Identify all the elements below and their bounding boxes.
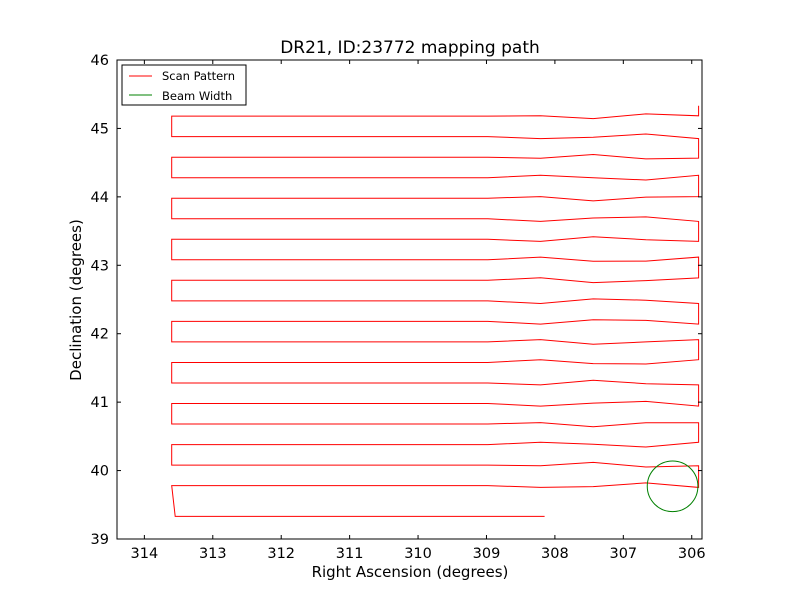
legend-beam-label: Beam Width: [162, 89, 232, 103]
y-axis-label: Declination (degrees): [67, 219, 85, 381]
x-tick-label: 313: [199, 546, 227, 562]
y-tick-label: 41: [91, 395, 109, 411]
beam-width-series: [646, 460, 699, 513]
beam-width-circle: [646, 460, 699, 513]
x-axis-label: Right Ascension (degrees): [312, 563, 509, 581]
x-tick-label: 314: [131, 546, 159, 562]
y-tick-label: 42: [91, 327, 109, 343]
y-tick-label: 45: [91, 121, 109, 137]
legend-box: [121, 64, 247, 106]
scan-pattern-path: [171, 105, 700, 517]
x-tick-label: 311: [336, 546, 364, 562]
y-tick-label: 46: [91, 53, 109, 69]
chart-title: DR21, ID:23772 mapping path: [280, 38, 540, 58]
plot-frame: [116, 59, 703, 540]
y-tick-label: 44: [91, 190, 109, 206]
legend: Scan Pattern Beam Width: [121, 64, 247, 106]
x-tick-label: 307: [609, 546, 637, 562]
x-tick-label: 309: [473, 546, 501, 562]
x-tick-label: 312: [267, 546, 295, 562]
x-tick-label: 310: [404, 546, 432, 562]
y-tick-label: 39: [91, 532, 109, 548]
legend-scan-label: Scan Pattern: [162, 69, 235, 83]
y-axis: 39 40 41 42 43 44 45 46: [91, 53, 702, 548]
y-tick-label: 40: [91, 464, 109, 480]
x-tick-label: 308: [541, 546, 569, 562]
x-tick-label: 306: [678, 546, 706, 562]
scan-pattern-series: [171, 105, 700, 517]
x-axis: 314 313 312 311 310 309 308 307 306: [131, 60, 706, 562]
y-tick-label: 43: [91, 258, 109, 274]
